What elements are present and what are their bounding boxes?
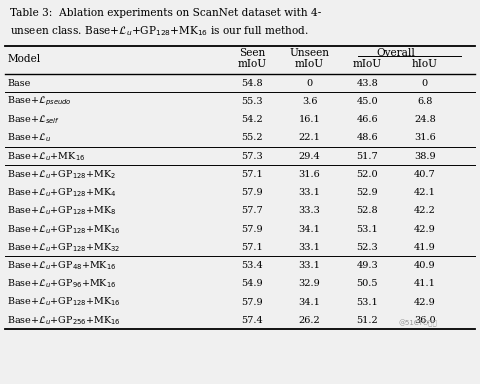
Text: 52.3: 52.3 xyxy=(356,243,378,252)
Text: hIoU: hIoU xyxy=(412,59,438,69)
Text: Base+$\mathcal{L}_{self}$: Base+$\mathcal{L}_{self}$ xyxy=(7,113,60,126)
Text: 36.0: 36.0 xyxy=(414,316,436,325)
Text: 43.8: 43.8 xyxy=(356,79,378,88)
Text: 16.1: 16.1 xyxy=(299,115,321,124)
Text: 33.3: 33.3 xyxy=(299,206,321,215)
Text: 42.2: 42.2 xyxy=(414,206,436,215)
Text: 51.7: 51.7 xyxy=(356,152,378,161)
Text: 55.2: 55.2 xyxy=(241,133,263,142)
Text: 34.1: 34.1 xyxy=(299,225,321,233)
Text: 57.1: 57.1 xyxy=(241,170,263,179)
Text: 0: 0 xyxy=(422,79,428,88)
Text: Base+$\mathcal{L}_{u}$+GP$_{128}$+MK$_{8}$: Base+$\mathcal{L}_{u}$+GP$_{128}$+MK$_{8… xyxy=(7,205,117,217)
Text: 57.4: 57.4 xyxy=(241,316,263,325)
Text: Base+$\mathcal{L}_{u}$+GP$_{256}$+MK$_{16}$: Base+$\mathcal{L}_{u}$+GP$_{256}$+MK$_{1… xyxy=(7,314,121,327)
Text: 42.9: 42.9 xyxy=(414,225,436,233)
Text: Base: Base xyxy=(7,79,31,88)
Text: 38.9: 38.9 xyxy=(414,152,436,161)
Text: Seen: Seen xyxy=(239,48,265,58)
Text: Table 3:  Ablation experiments on ScanNet dataset with 4-: Table 3: Ablation experiments on ScanNet… xyxy=(10,8,321,18)
Text: 26.2: 26.2 xyxy=(299,316,321,325)
Text: 53.4: 53.4 xyxy=(241,261,263,270)
Text: 46.6: 46.6 xyxy=(356,115,378,124)
Text: 33.1: 33.1 xyxy=(299,243,321,252)
Text: Base+$\mathcal{L}_{u}$: Base+$\mathcal{L}_{u}$ xyxy=(7,132,51,144)
Text: Overall: Overall xyxy=(377,48,415,58)
Text: Base+$\mathcal{L}_{pseudo}$: Base+$\mathcal{L}_{pseudo}$ xyxy=(7,95,72,108)
Text: 0: 0 xyxy=(307,79,312,88)
Text: 6.8: 6.8 xyxy=(417,97,432,106)
Text: 48.6: 48.6 xyxy=(356,133,378,142)
Text: 40.7: 40.7 xyxy=(414,170,436,179)
Text: Model: Model xyxy=(7,54,40,64)
Text: Base+$\mathcal{L}_{u}$+MK$_{16}$: Base+$\mathcal{L}_{u}$+MK$_{16}$ xyxy=(7,150,85,162)
Text: Base+$\mathcal{L}_{u}$+GP$_{96}$+MK$_{16}$: Base+$\mathcal{L}_{u}$+GP$_{96}$+MK$_{16… xyxy=(7,278,117,290)
Text: 52.9: 52.9 xyxy=(356,188,378,197)
Text: mIoU: mIoU xyxy=(295,59,324,69)
Text: 33.1: 33.1 xyxy=(299,188,321,197)
Text: 22.1: 22.1 xyxy=(299,133,321,142)
Text: 57.9: 57.9 xyxy=(241,225,263,233)
Text: 57.7: 57.7 xyxy=(241,206,263,215)
Text: Unseen: Unseen xyxy=(289,48,330,58)
Text: 33.1: 33.1 xyxy=(299,261,321,270)
Text: Base+$\mathcal{L}_{u}$+GP$_{128}$+MK$_{16}$: Base+$\mathcal{L}_{u}$+GP$_{128}$+MK$_{1… xyxy=(7,223,121,235)
Text: Base+$\mathcal{L}_{u}$+GP$_{128}$+MK$_{4}$: Base+$\mathcal{L}_{u}$+GP$_{128}$+MK$_{4… xyxy=(7,186,117,199)
Text: 50.5: 50.5 xyxy=(357,279,378,288)
Text: 55.3: 55.3 xyxy=(241,97,263,106)
Text: 31.6: 31.6 xyxy=(414,133,436,142)
Text: Base+$\mathcal{L}_{u}$+GP$_{48}$+MK$_{16}$: Base+$\mathcal{L}_{u}$+GP$_{48}$+MK$_{16… xyxy=(7,259,117,272)
Text: 29.4: 29.4 xyxy=(299,152,321,161)
Text: 54.8: 54.8 xyxy=(241,79,263,88)
Text: 31.6: 31.6 xyxy=(299,170,321,179)
Text: Base+$\mathcal{L}_{u}$+GP$_{128}$+MK$_{32}$: Base+$\mathcal{L}_{u}$+GP$_{128}$+MK$_{3… xyxy=(7,241,120,254)
Text: 57.9: 57.9 xyxy=(241,188,263,197)
Text: 54.9: 54.9 xyxy=(241,279,263,288)
Text: 42.1: 42.1 xyxy=(414,188,436,197)
Text: 54.2: 54.2 xyxy=(241,115,263,124)
Text: @51CTO博客: @51CTO博客 xyxy=(398,320,437,327)
Text: 32.9: 32.9 xyxy=(299,279,321,288)
Text: 53.1: 53.1 xyxy=(356,298,378,306)
Text: 40.9: 40.9 xyxy=(414,261,436,270)
Text: 49.3: 49.3 xyxy=(356,261,378,270)
Text: 57.1: 57.1 xyxy=(241,243,263,252)
Text: 52.8: 52.8 xyxy=(356,206,378,215)
Text: Base+$\mathcal{L}_{u}$+GP$_{128}$+MK$_{16}$: Base+$\mathcal{L}_{u}$+GP$_{128}$+MK$_{1… xyxy=(7,296,121,308)
Text: unseen class. Base+$\mathcal{L}_u$+GP$_{128}$+MK$_{16}$ is our full method.: unseen class. Base+$\mathcal{L}_u$+GP$_{… xyxy=(10,24,309,38)
Text: mIoU: mIoU xyxy=(238,59,266,69)
Text: 57.9: 57.9 xyxy=(241,298,263,306)
Text: 52.0: 52.0 xyxy=(356,170,378,179)
Text: 41.1: 41.1 xyxy=(414,279,436,288)
Text: Base+$\mathcal{L}_{u}$+GP$_{128}$+MK$_{2}$: Base+$\mathcal{L}_{u}$+GP$_{128}$+MK$_{2… xyxy=(7,168,116,181)
Text: 45.0: 45.0 xyxy=(356,97,378,106)
Text: 24.8: 24.8 xyxy=(414,115,436,124)
Text: mIoU: mIoU xyxy=(353,59,382,69)
Text: 42.9: 42.9 xyxy=(414,298,436,306)
Text: 53.1: 53.1 xyxy=(356,225,378,233)
Text: 3.6: 3.6 xyxy=(302,97,317,106)
Text: 51.2: 51.2 xyxy=(356,316,378,325)
Text: 57.3: 57.3 xyxy=(241,152,263,161)
Text: 34.1: 34.1 xyxy=(299,298,321,306)
Text: 41.9: 41.9 xyxy=(414,243,436,252)
